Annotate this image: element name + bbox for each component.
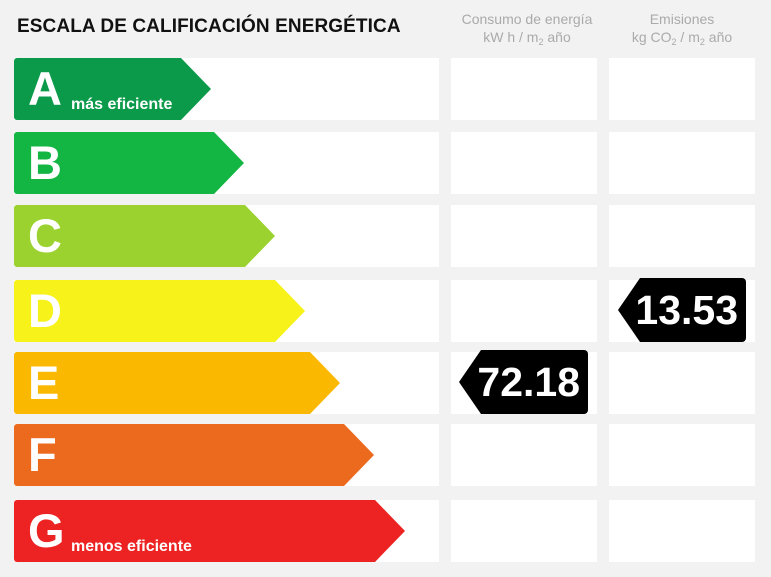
rating-row-e: E 72.18	[0, 350, 771, 414]
emisiones-cell	[609, 58, 755, 120]
rating-letter: G	[28, 504, 65, 557]
consumo-header-unit: kW h / m2 año	[483, 29, 571, 47]
consumo-column-header: Consumo de energía kW h / m2 año	[451, 10, 603, 51]
rating-letter: C	[28, 209, 62, 262]
rating-letter: D	[28, 284, 62, 337]
rating-arrow-f	[14, 424, 374, 486]
rating-arrow-g	[14, 500, 405, 562]
rating-letter: A	[28, 62, 62, 115]
rating-arrow-d	[14, 280, 305, 342]
emisiones-header-unit: kg CO2 / m2 año	[631, 29, 733, 47]
consumo-header-line1: Consumo de energía	[461, 11, 593, 27]
consumo-cell	[451, 500, 597, 562]
page-title: ESCALA DE CALIFICACIÓN ENERGÉTICA	[17, 16, 401, 37]
rating-arrow-c	[14, 205, 275, 267]
emisiones-cell	[609, 424, 755, 486]
rating-arrow-e	[14, 352, 340, 414]
consumo-cell	[451, 205, 597, 267]
rating-row-b: B	[0, 132, 771, 194]
rating-letter: B	[28, 136, 62, 189]
rating-row-f: F	[0, 424, 771, 486]
rating-arrow-b	[14, 132, 244, 194]
emisiones-value-tag: 13.53	[618, 278, 746, 342]
rating-row-g: G menos eficiente	[0, 500, 771, 562]
rating-letter: E	[28, 356, 60, 409]
consumo-cell	[451, 424, 597, 486]
consumo-value-tag: 72.18	[459, 350, 588, 414]
rating-row-a: A más eficiente	[0, 58, 771, 120]
emisiones-cell	[609, 500, 755, 562]
rating-letter: F	[28, 428, 57, 481]
consumo-cell	[451, 280, 597, 342]
emisiones-cell	[609, 132, 755, 194]
emisiones-cell	[609, 205, 755, 267]
emisiones-column-header: Emisiones kg CO2 / m2 año	[609, 10, 755, 51]
emisiones-header-line1: Emisiones	[649, 11, 715, 27]
rating-arrow-a	[14, 58, 211, 120]
rating-row-c: C	[0, 205, 771, 267]
consumo-cell	[451, 58, 597, 120]
consumo-cell	[451, 132, 597, 194]
rating-description: menos eficiente	[71, 538, 192, 555]
rating-description: más eficiente	[71, 96, 173, 113]
emisiones-cell	[609, 352, 755, 414]
rating-row-d: D 13.53	[0, 278, 771, 342]
